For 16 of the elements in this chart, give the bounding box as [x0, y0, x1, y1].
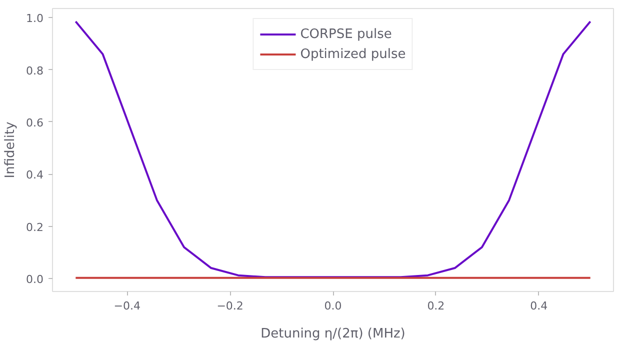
legend-label: Optimized pulse — [300, 46, 406, 63]
y-tick-label: 0.4 — [26, 168, 44, 182]
x-tick-label: 0.0 — [324, 300, 342, 312]
x-tick-label: −0.4 — [114, 300, 140, 312]
x-tick-label: 0.2 — [427, 300, 445, 312]
x-tick-label: −0.2 — [216, 300, 244, 312]
line-series — [74, 20, 592, 278]
y-tick-label: 1.0 — [26, 12, 44, 26]
x-axis-title: Detuning η/(2π) (MHz) — [260, 326, 406, 342]
y-tick-label: 0.8 — [26, 64, 44, 78]
y-tick-label: 0.0 — [26, 272, 44, 286]
legend-label: CORPSE pulse — [300, 26, 392, 43]
x-tick-label: 0.4 — [530, 300, 548, 312]
y-tick-label: 0.6 — [26, 116, 44, 130]
y-tick-label: 0.2 — [26, 220, 44, 234]
y-axis-title: Infidelity — [3, 121, 18, 178]
